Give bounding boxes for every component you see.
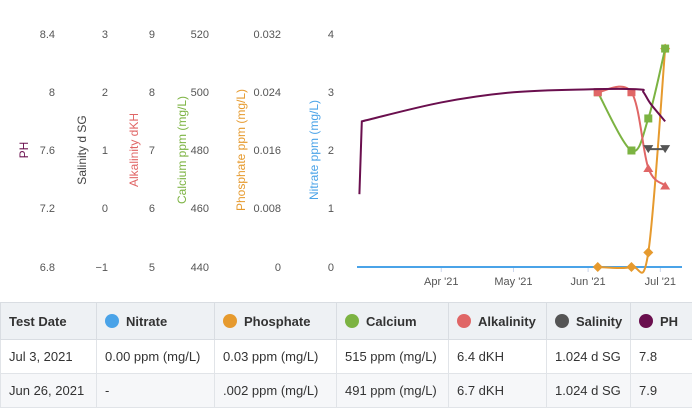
alkalinity-point <box>643 163 654 172</box>
salinity-tick-label: 2 <box>102 87 108 99</box>
calcium-point <box>644 114 653 123</box>
col-nitrate[interactable]: Nitrate <box>96 302 215 340</box>
calcium-line <box>596 48 667 153</box>
cell-alkalinity: 6.7 dKH <box>448 373 547 408</box>
x-tick-label: May '21 <box>494 276 532 288</box>
cell-nitrate: - <box>96 373 215 408</box>
phosphate-tick-label: 0 <box>275 262 281 274</box>
phosphate-tick-label: 0.024 <box>253 87 281 99</box>
salinity-point <box>660 145 671 154</box>
alkalinity-series <box>593 85 671 190</box>
cell-salinity: 1.024 d SG <box>546 339 631 374</box>
salinity-tick-label: 0 <box>102 203 108 215</box>
phosphate-point <box>643 247 654 258</box>
cell-phosphate: .002 ppm (mg/L) <box>214 373 337 408</box>
salinity-point <box>643 145 654 154</box>
col-phosphate[interactable]: Phosphate <box>214 302 337 340</box>
series-lines <box>357 43 682 274</box>
ph-tick-label: 7.6 <box>40 145 55 157</box>
alkalinity-tick-label: 7 <box>149 145 155 157</box>
x-tick-label: Jul '21 <box>645 276 676 288</box>
table-row[interactable]: Jun 26, 2021 - .002 ppm (mg/L) 491 ppm (… <box>0 373 692 408</box>
calcium-tick-label: 500 <box>191 87 209 99</box>
phosphate-axis-title: Phosphate ppm (mg/L) <box>234 89 248 211</box>
phosphate-point <box>592 262 603 272</box>
salinity-tick-label: 1 <box>102 145 108 157</box>
cell-calcium: 515 ppm (mg/L) <box>336 339 449 374</box>
nitrate-tick-label: 4 <box>328 29 334 41</box>
alkalinity-point <box>593 88 602 97</box>
water-parameters-chart: 8.4 8 7.6 7.2 6.8 PH 3 2 1 0 −1 Salinity d SG 9 8 7 6 5 A… <box>17 29 682 288</box>
calcium-tick-label: 460 <box>191 203 209 215</box>
cell-alkalinity: 6.4 dKH <box>448 339 547 374</box>
col-alkalinity[interactable]: Alkalinity <box>448 302 547 340</box>
nitrate-tick-label: 0 <box>328 262 334 274</box>
alkalinity-color-dot <box>457 313 471 328</box>
x-tick-label: Apr '21 <box>424 276 459 288</box>
nitrate-tick-label: 3 <box>328 87 334 99</box>
phosphate-line <box>597 48 667 274</box>
col-salinity[interactable]: Salinity <box>546 302 631 340</box>
phosphate-point <box>626 262 637 272</box>
table-header-row: Test Date Nitrate Phosphate Calcium Alka… <box>0 302 692 340</box>
alkalinity-tick-label: 5 <box>149 262 155 274</box>
ph-tick-label: 7.2 <box>40 203 55 215</box>
ph-series <box>358 87 666 195</box>
salinity-axis-title: Salinity d SG <box>75 115 89 184</box>
nitrate-tick-label: 1 <box>328 203 334 215</box>
ph-color-dot <box>639 313 653 328</box>
salinity-color-dot <box>555 313 569 328</box>
calcium-axis-title: Calcium ppm (mg/L) <box>175 96 189 204</box>
alkalinity-tick-label: 8 <box>149 87 155 99</box>
nitrate-axis-title: Nitrate ppm (mg/L) <box>307 100 321 200</box>
alkalinity-tick-label: 9 <box>149 29 155 41</box>
alkalinity-tick-label: 6 <box>149 203 155 215</box>
alkalinity-point <box>627 88 636 97</box>
cell-ph: 7.8 <box>630 339 692 374</box>
phosphate-tick-label: 0.016 <box>253 145 281 157</box>
cell-test-date: Jul 3, 2021 <box>0 339 97 374</box>
salinity-tick-label: 3 <box>102 29 108 41</box>
calcium-tick-label: 520 <box>191 29 209 41</box>
phosphate-tick-label: 0.032 <box>253 29 281 41</box>
calcium-color-dot <box>345 313 359 328</box>
nitrate-color-dot <box>105 313 119 328</box>
nitrate-tick-label: 2 <box>328 145 334 157</box>
phosphate-tick-label: 0.008 <box>253 203 281 215</box>
calcium-point <box>627 146 636 155</box>
cell-calcium: 491 ppm (mg/L) <box>336 373 449 408</box>
salinity-series <box>643 145 671 154</box>
calcium-point <box>661 44 670 53</box>
cell-salinity: 1.024 d SG <box>546 373 631 408</box>
alkalinity-axis-title: Alkalinity dKH <box>127 113 141 187</box>
cell-phosphate: 0.03 ppm (mg/L) <box>214 339 337 374</box>
cell-nitrate: 0.00 ppm (mg/L) <box>96 339 215 374</box>
alkalinity-point <box>660 181 671 190</box>
cell-ph: 7.9 <box>630 373 692 408</box>
phosphate-color-dot <box>223 313 237 328</box>
calcium-tick-label: 480 <box>191 145 209 157</box>
col-ph[interactable]: PH <box>630 302 692 340</box>
ph-line <box>358 87 666 195</box>
table-row[interactable]: Jul 3, 2021 0.00 ppm (mg/L) 0.03 ppm (mg… <box>0 339 692 374</box>
x-tick-label: Jun '21 <box>571 276 606 288</box>
salinity-tick-label: −1 <box>95 262 108 274</box>
ph-tick-label: 8 <box>49 87 55 99</box>
y-axes: 8.4 8 7.6 7.2 6.8 PH 3 2 1 0 −1 Salinity d SG 9 8 7 6 5 A… <box>17 29 334 274</box>
alkalinity-line <box>597 85 666 187</box>
col-calcium[interactable]: Calcium <box>336 302 449 340</box>
test-results-table: Test Date Nitrate Phosphate Calcium Alka… <box>0 302 692 408</box>
ph-tick-label: 8.4 <box>40 29 55 41</box>
cell-test-date: Jun 26, 2021 <box>0 373 97 408</box>
calcium-tick-label: 440 <box>191 262 209 274</box>
col-test-date[interactable]: Test Date <box>0 302 97 340</box>
ph-axis-title: PH <box>17 142 31 159</box>
ph-tick-label: 6.8 <box>40 262 55 274</box>
